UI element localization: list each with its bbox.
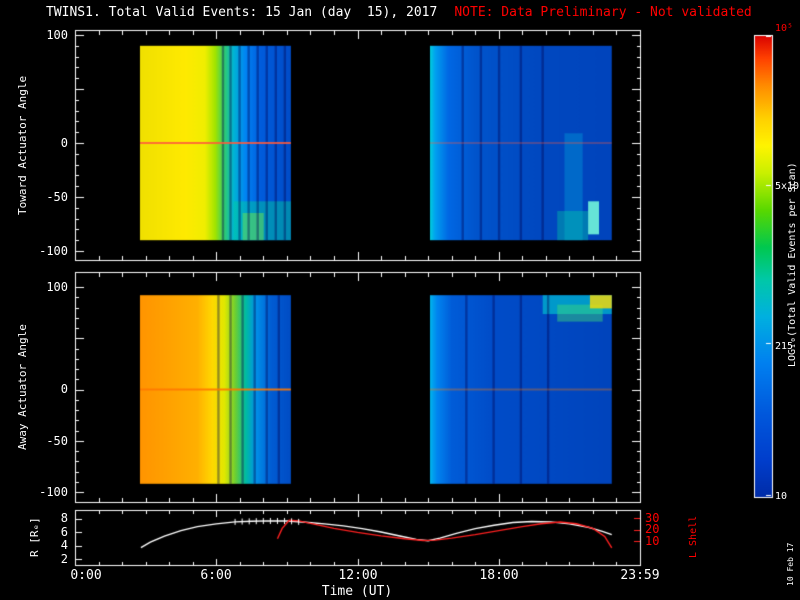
l-shell-axis-label: L Shell [688,515,699,559]
time-tick-label: 18:00 [479,568,519,583]
r-axis-tick: 4 [60,538,68,552]
angle-tick-label: 0 [60,136,68,150]
r-axis-label: R [Rₑ] [28,517,41,557]
angle-tick-label: -100 [39,485,68,499]
angle-tick-label: 100 [46,28,68,42]
l-shell-tick: 20 [645,522,660,536]
colorbar-tick-label: 5x10³ [775,181,800,192]
title-row: TWINS1. Total Valid Events: 15 Jan (day … [46,6,752,20]
date-stamp: 10 Feb 17 [786,542,795,586]
time-tick-label: 23:59 [620,568,660,583]
l-shell-tick: 30 [645,511,660,525]
time-tick-label: 0:00 [70,568,102,583]
angle-tick-label: -100 [39,244,68,258]
angle-tick-label: 0 [60,382,68,396]
angle-tick-label: 100 [46,280,68,294]
r-axis-tick: 8 [60,511,68,525]
r-axis-tick: 6 [60,525,68,539]
l-shell-tick: 10 [645,534,660,548]
colorbar-title: LOG₁₀(Total Valid Events per Scan) [787,162,798,368]
time-axis-label: Time (UT) [321,584,393,599]
colorbar-tick-label: 10 [775,491,788,502]
r-axis-tick: 2 [60,552,68,566]
preliminary-note: NOTE: Data Preliminary - Not validated [454,5,752,20]
time-tick-label: 6:00 [200,568,232,583]
colorbar-tick-label: 215 [775,341,794,352]
colorbar-tick-label: 10⁵ [775,23,794,34]
plot-title: TWINS1. Total Valid Events: 15 Jan (day … [46,5,438,20]
angle-tick-label: -50 [46,190,68,204]
angle-tick-label: -50 [46,434,68,448]
time-tick-label: 12:00 [338,568,378,583]
